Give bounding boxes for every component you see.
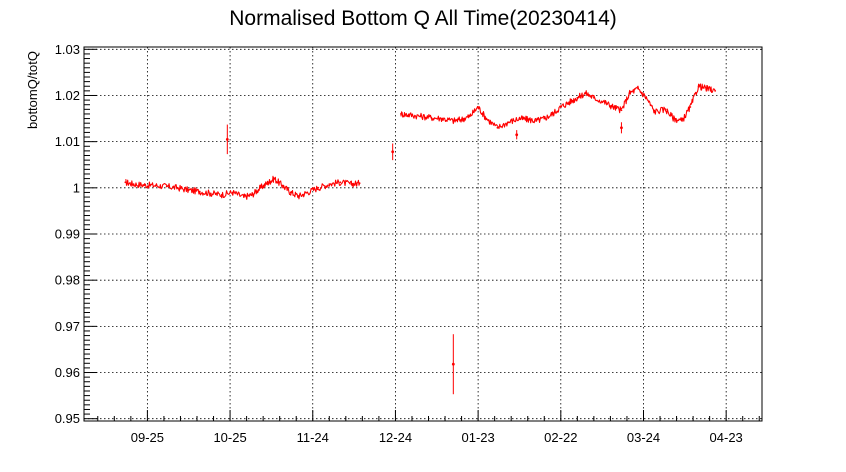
data-point	[584, 92, 587, 95]
y-axis-label: bottomQ/totQ	[25, 51, 40, 129]
data-point	[209, 192, 212, 195]
data-point	[143, 184, 146, 186]
data-point	[187, 189, 190, 192]
data-point	[559, 106, 562, 108]
data-point	[430, 116, 433, 119]
data-point	[273, 177, 276, 180]
data-point	[358, 182, 361, 185]
data-point	[154, 184, 157, 187]
data-point	[576, 96, 579, 99]
series-late-line	[400, 83, 716, 130]
isolated-point	[391, 150, 395, 154]
isolated-point	[620, 126, 623, 130]
data-point	[124, 181, 127, 184]
y-tick-label: 1.03	[55, 42, 80, 57]
data-point	[612, 106, 615, 108]
data-point	[251, 193, 254, 196]
data-point	[551, 113, 554, 115]
data-point	[350, 183, 353, 186]
data-point	[328, 183, 331, 186]
data-point	[259, 186, 262, 189]
data-point	[460, 118, 463, 121]
data-point	[507, 121, 510, 124]
data-point	[198, 190, 201, 193]
data-point	[496, 126, 499, 129]
data-point	[689, 106, 692, 108]
data-point	[664, 108, 667, 111]
y-tick-label: 0.95	[55, 411, 80, 426]
data-point	[705, 87, 708, 90]
x-tick-label: 11-24	[297, 430, 329, 445]
y-tick-label: 0.96	[55, 365, 80, 380]
data-point	[408, 113, 411, 116]
data-point	[697, 85, 700, 88]
axes: 09-25 10-25 11-24 12-24 01-23 02-22 03-24 04-23…	[55, 42, 763, 445]
data-point	[306, 191, 309, 194]
data-series	[124, 83, 717, 395]
data-point	[468, 115, 471, 118]
data-point	[485, 117, 488, 120]
data-point	[165, 185, 168, 188]
series-early-line	[125, 175, 361, 200]
data-point	[441, 117, 444, 120]
data-point	[620, 109, 623, 112]
data-point	[317, 186, 320, 189]
y-tick-label: 0.99	[55, 227, 80, 242]
data-point	[231, 191, 234, 194]
grid	[84, 47, 762, 421]
data-point	[267, 181, 270, 184]
x-tick-label: 03-24	[627, 430, 660, 445]
data-point	[604, 101, 606, 104]
y-tick-label: 0.98	[55, 273, 80, 288]
x-tick-label: 12-24	[379, 430, 412, 445]
data-point	[653, 110, 656, 113]
data-point	[298, 195, 300, 198]
data-point	[543, 117, 546, 120]
data-point	[419, 115, 422, 118]
y-tick-label: 1	[73, 180, 80, 195]
data-point	[681, 119, 683, 122]
x-tick-label: 10-25	[213, 430, 246, 445]
y-tick-label: 1.01	[55, 134, 80, 149]
chart-title: Normalised Bottom Q All Time(20230414)	[229, 7, 617, 30]
isolated-point	[451, 362, 455, 366]
data-point	[220, 193, 223, 196]
x-tick-label: 02-22	[544, 430, 577, 445]
data-point	[645, 96, 648, 99]
data-point	[477, 106, 480, 108]
data-point	[637, 87, 639, 90]
y-tick-label: 1.02	[55, 88, 80, 103]
data-point	[518, 117, 521, 120]
data-point	[535, 119, 537, 122]
data-point	[339, 181, 342, 184]
data-point	[176, 186, 179, 189]
data-point	[568, 101, 570, 104]
x-tick-label: 01-23	[461, 430, 494, 445]
data-point	[242, 196, 245, 198]
x-tick-label: 09-25	[131, 430, 164, 445]
isolated-point	[225, 137, 229, 141]
data-point	[714, 89, 717, 92]
data-point	[132, 183, 135, 186]
data-point	[452, 119, 455, 122]
isolated-point	[515, 133, 519, 137]
y-tick-label: 0.97	[55, 319, 80, 334]
data-point	[592, 96, 595, 99]
data-point	[400, 113, 402, 115]
data-point	[281, 184, 284, 187]
x-tick-label: 04-23	[710, 430, 743, 445]
data-point	[628, 92, 631, 95]
data-point	[526, 118, 529, 121]
data-point	[289, 191, 292, 194]
data-point	[672, 117, 675, 120]
